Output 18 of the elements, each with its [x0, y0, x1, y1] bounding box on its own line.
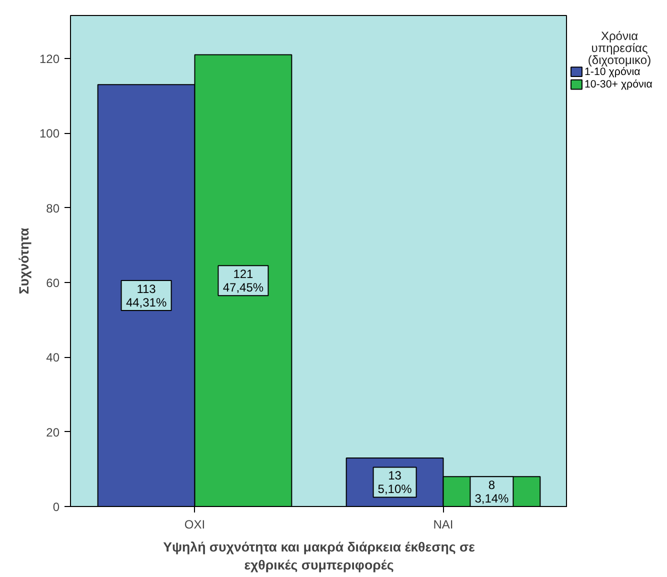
text: 8 3,14% [474, 478, 509, 506]
y-tick-label: 100 [39, 126, 60, 141]
y-tick-label: 80 [46, 201, 60, 216]
x-tick-label: ΟΧΙ [184, 518, 206, 532]
y-tick-label: 120 [39, 52, 60, 66]
legend-title: Χρόνια υπηρεσίας (διχοτομικο) [588, 29, 652, 68]
legend-label: 1-10 χρόνια [584, 66, 640, 78]
text: 13 5,10% [378, 468, 412, 496]
legend-label: 10-30+ χρόνια [584, 78, 652, 91]
y-tick-label: 20 [46, 425, 60, 440]
x-axis-title: Υψηλή συχνότητα και μακρά διάρκεια έκθεσης σε εχθρικές συμπεριφορές [163, 540, 476, 572]
y-axis-title: Συχνότητα [16, 226, 32, 294]
y-tick-label: 40 [46, 350, 60, 365]
text: 121 47,45% [222, 267, 264, 295]
x-tick-label: ΝΑΙ [433, 518, 454, 532]
y-tick-label: 60 [46, 276, 60, 290]
y-tick-label: 0 [52, 500, 60, 514]
text: 113 44,31% [126, 282, 167, 310]
